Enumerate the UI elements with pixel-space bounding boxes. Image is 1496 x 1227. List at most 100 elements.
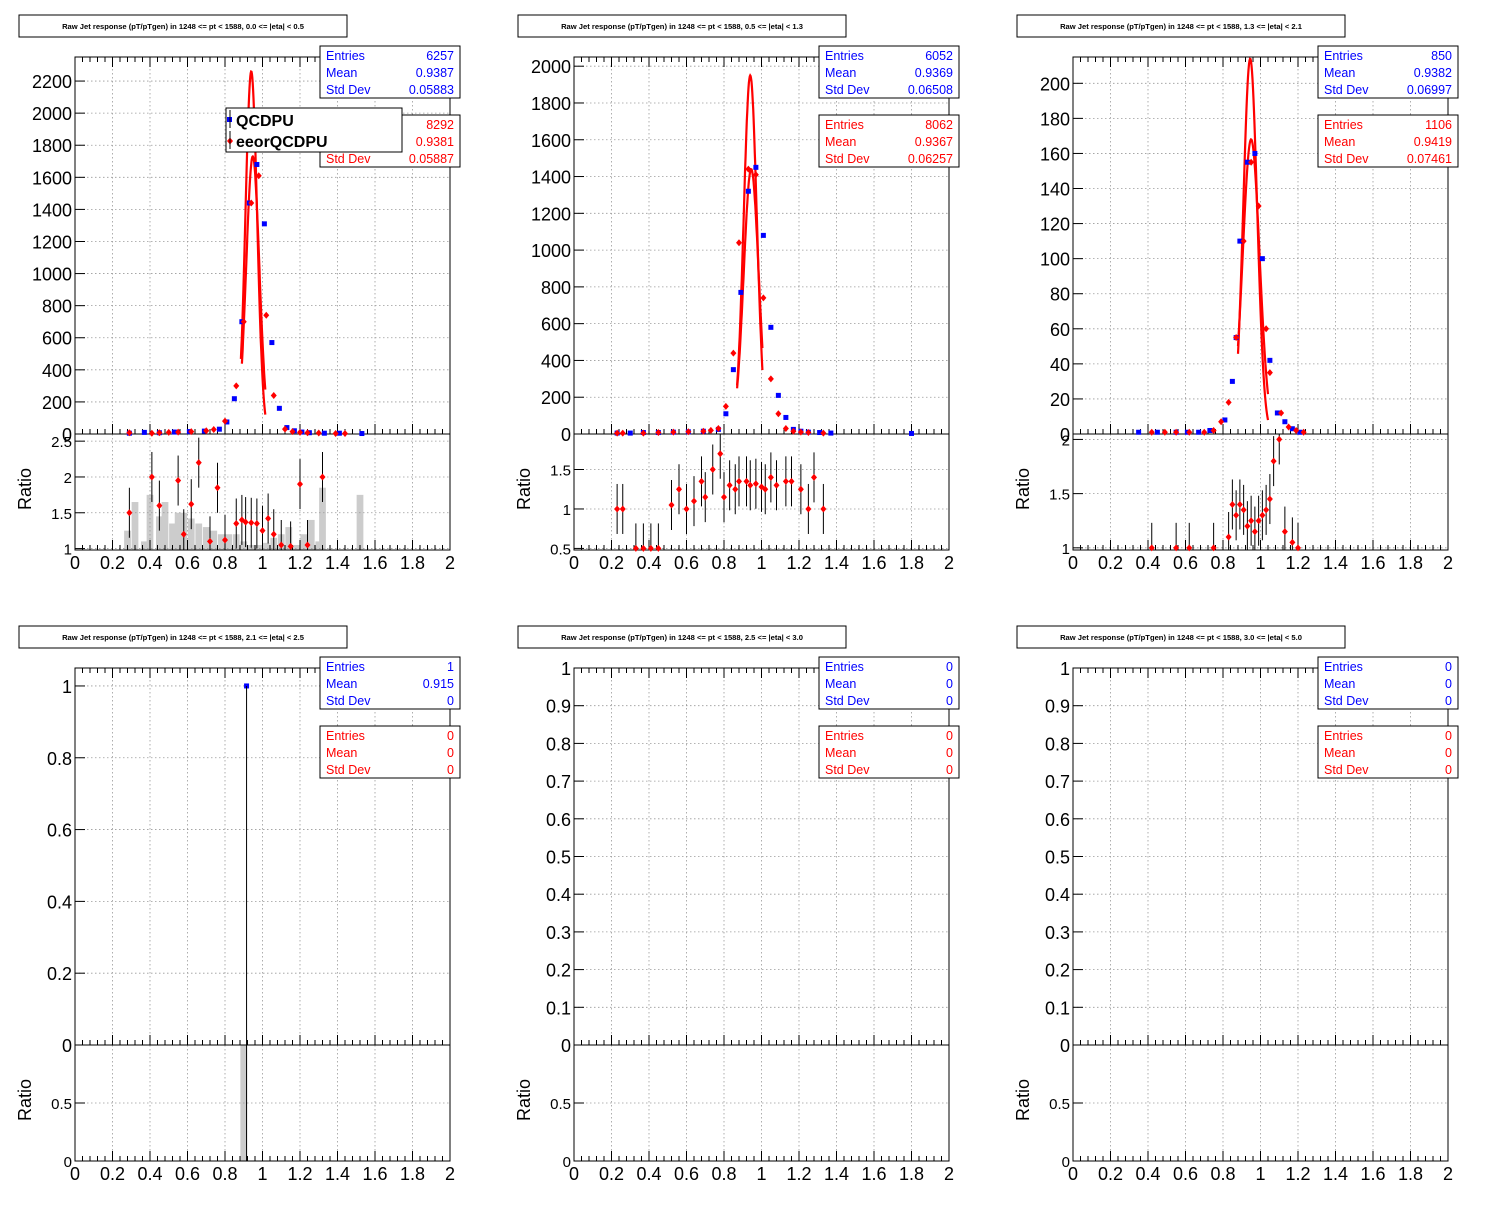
stats-label: Mean — [326, 66, 357, 80]
stats-label: Entries — [1324, 49, 1363, 63]
x-tick-label: 2 — [944, 553, 954, 573]
point-eeorqcdpu-8 — [210, 426, 217, 434]
stats-box-frame — [818, 114, 960, 168]
stats-label: Mean — [1324, 677, 1355, 691]
point-eeorqcdpu-19 — [304, 429, 311, 437]
ratio-point-4 — [1210, 544, 1217, 552]
ratio-point-19 — [278, 541, 285, 549]
stats-value: 0 — [1445, 729, 1452, 743]
y-tick-label: 0.6 — [1045, 810, 1070, 830]
plot-pad-5: Raw Jet response (pT/pTgen) in 1248 <= p… — [514, 625, 960, 1184]
y-tick-label: 1200 — [32, 232, 72, 252]
stats-label: Mean — [326, 677, 357, 691]
y-tick-label: 0.5 — [1045, 848, 1070, 868]
ratio-point-18 — [736, 477, 742, 485]
gaussian-fit-2 — [736, 167, 764, 389]
x-tick-label: 0.6 — [175, 553, 200, 573]
x-tick-label: 1 — [756, 553, 766, 573]
point-qcdpu-7 — [216, 426, 222, 432]
y-tick-label: 0.8 — [1045, 734, 1070, 754]
x-tick-label: 0.8 — [711, 553, 736, 573]
point-qcdpu-14 — [269, 340, 275, 346]
ratio-band-bin-24 — [292, 544, 300, 550]
y-tick-label: 160 — [1040, 144, 1070, 164]
ratio-y-tick-label: 1.5 — [550, 463, 571, 480]
ratio-axis-label: Ratio — [514, 1079, 534, 1121]
ratio-point-9 — [1240, 506, 1247, 514]
plot-title-box: Raw Jet response (pT/pTgen) in 1248 <= p… — [517, 625, 847, 649]
x-tick-label: 0.2 — [599, 1164, 624, 1184]
plot-title-frame — [18, 625, 348, 649]
ratio-y-tick-label: 1.5 — [1049, 487, 1070, 504]
point-qcdpu-11 — [1244, 159, 1250, 165]
plot-title: Raw Jet response (pT/pTgen) in 1248 <= p… — [561, 22, 803, 31]
point-eeorqcdpu-22 — [342, 430, 348, 438]
point-qcdpu-16 — [1282, 419, 1288, 425]
ratio-point-24 — [767, 473, 774, 481]
ratio-point-3 — [156, 502, 163, 510]
point-eeorqcdpu-2 — [619, 429, 626, 437]
stats-box-frame — [1317, 45, 1459, 99]
x-tick-label: 1.2 — [1285, 553, 1310, 573]
ratio-band-bin-19 — [255, 544, 263, 550]
y-tick-label: 0.3 — [546, 923, 571, 943]
y-tick-label: 1600 — [531, 131, 571, 151]
x-tick-label: 0.8 — [212, 553, 237, 573]
stats-value: 0 — [1445, 677, 1452, 691]
point-eeorqcdpu-22 — [820, 429, 827, 437]
stats-label: Entries — [825, 729, 864, 743]
ratio-point-3 — [1186, 544, 1193, 552]
plot-pad-4: Raw Jet response (pT/pTgen) in 1248 <= p… — [15, 625, 461, 1184]
point-qcdpu-5 — [1196, 429, 1202, 435]
point-qcdpu-12 — [1252, 150, 1258, 156]
x-tick-label: 2 — [1443, 1164, 1453, 1184]
ratio-band-bin-15 — [225, 534, 233, 550]
stats-label: Mean — [1324, 746, 1355, 760]
x-tick-label: 1.6 — [362, 1164, 387, 1184]
x-tick-label: 1.4 — [325, 1164, 350, 1184]
ratio-point-20 — [747, 481, 754, 489]
stats-label: Entries — [1324, 118, 1363, 132]
y-tick-label: 200 — [1040, 74, 1070, 94]
ratio-point-9 — [683, 505, 690, 513]
x-tick-label: 2 — [944, 1164, 954, 1184]
stats-label: Mean — [825, 746, 856, 760]
point-eeorqcdpu-4 — [1186, 428, 1193, 436]
ratio-point-7 — [1233, 511, 1240, 519]
y-tick-label: 0 — [1060, 425, 1070, 445]
ratio-point-10 — [691, 497, 697, 505]
stats-label: Entries — [326, 49, 365, 63]
stats-value: 8292 — [426, 118, 454, 132]
x-tick-label: 1.2 — [786, 1164, 811, 1184]
y-tick-label: 1400 — [32, 200, 72, 220]
point-eeorqcdpu-13 — [255, 172, 262, 180]
point-eeorqcdpu-14 — [1266, 369, 1273, 377]
plot-title-box: Raw Jet response (pT/pTgen) in 1248 <= p… — [18, 14, 348, 38]
ratio-y-tick-label: 1.5 — [51, 506, 72, 523]
ratio-y-tick-label: 2.5 — [51, 434, 72, 451]
x-tick-label: 1.8 — [899, 553, 924, 573]
stats-label: Entries — [825, 118, 864, 132]
ratio-point-8 — [207, 537, 213, 545]
ratio-point-23 — [319, 473, 326, 481]
x-tick-label: 0.4 — [636, 1164, 661, 1184]
point-qcdpu-2 — [1154, 429, 1160, 435]
ratio-band-bin-26 — [307, 519, 315, 550]
stats-value: 0 — [946, 660, 953, 674]
point-eeorqcdpu-3 — [1173, 428, 1180, 436]
y-tick-label: 1200 — [531, 204, 571, 224]
stats-value: 0 — [447, 729, 454, 743]
x-tick-label: 2 — [445, 1164, 455, 1184]
stats-value: 0 — [946, 694, 953, 708]
y-tick-label: 1800 — [32, 136, 72, 156]
x-tick-label: 1.4 — [1323, 1164, 1348, 1184]
x-tick-label: 0.4 — [1135, 553, 1160, 573]
y-tick-label: 0.2 — [1045, 961, 1070, 981]
ratio-band-bin-27 — [315, 541, 323, 550]
stats-label: Std Dev — [1324, 694, 1369, 708]
point-qcdpu-22 — [359, 431, 365, 437]
x-tick-label: 1 — [1255, 553, 1265, 573]
y-tick-label: 400 — [541, 351, 571, 371]
